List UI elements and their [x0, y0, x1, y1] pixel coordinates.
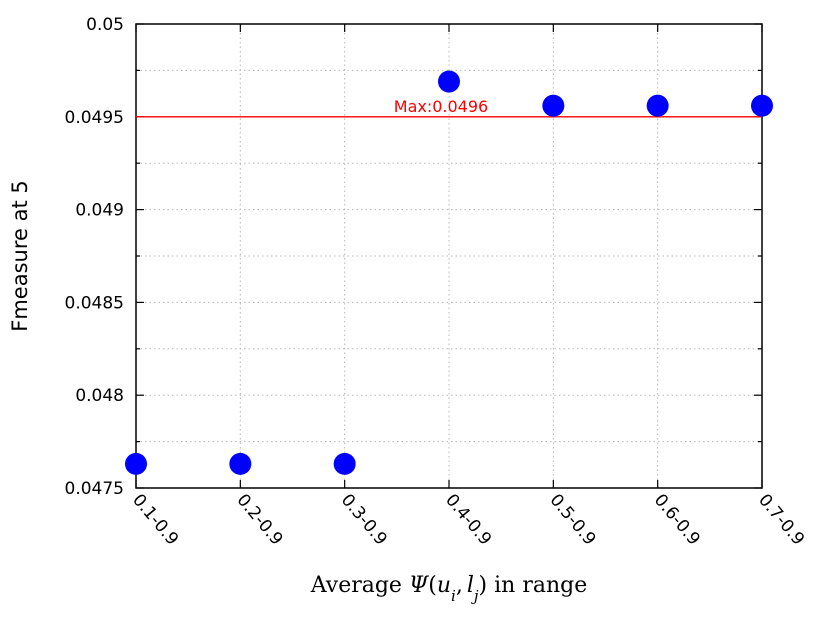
- points-layer: [125, 70, 773, 475]
- y-tick-labels: 0.0475 0.048 0.0485 0.049 0.0495 0.05: [65, 15, 124, 499]
- y-axis-title: Fmeasure at 5: [8, 180, 32, 331]
- data-point: [333, 452, 356, 475]
- data-point: [229, 452, 252, 475]
- data-point: [751, 94, 773, 117]
- x-title-l: l: [467, 573, 474, 598]
- x-title-suffix: in range: [487, 573, 587, 598]
- y-tick-label: 0.0485: [65, 293, 124, 313]
- x-axis-title: Average Ψ(ui, lj) in range: [310, 573, 587, 605]
- x-tick-label: 0.6-0.9: [650, 490, 704, 549]
- x-tick-label: 0.2-0.9: [233, 490, 287, 549]
- x-tick-label: 0.7-0.9: [754, 490, 808, 549]
- data-point: [542, 94, 565, 117]
- x-tick-labels: 0.1-0.9 0.2-0.9 0.3-0.9 0.4-0.9 0.5-0.9 0.6-0…: [128, 490, 808, 549]
- x-title-sub-i: i: [451, 587, 456, 605]
- max-reference-label: Max:0.0496: [394, 97, 488, 116]
- x-title-sub-j: j: [471, 587, 479, 605]
- x-title-comma: ,: [456, 573, 463, 598]
- x-title-open-paren: (: [428, 573, 437, 598]
- grid-layer: [136, 24, 762, 488]
- y-tick-label: 0.048: [75, 386, 124, 406]
- data-point: [646, 94, 669, 117]
- x-tick-label: 0.1-0.9: [128, 490, 182, 549]
- x-title-psi: Ψ: [409, 573, 429, 598]
- y-tick-label: 0.05: [86, 15, 124, 35]
- x-tick-label: 0.5-0.9: [546, 490, 600, 549]
- y-tick-label: 0.0495: [65, 108, 124, 128]
- data-point: [125, 452, 147, 475]
- x-title-u: u: [437, 573, 451, 598]
- x-title-close-paren: ): [479, 573, 488, 598]
- y-tick-label: 0.0475: [65, 479, 124, 499]
- x-tick-label: 0.3-0.9: [337, 490, 391, 549]
- data-point: [438, 70, 460, 93]
- x-title-prefix: Average: [310, 573, 409, 598]
- y-tick-label: 0.049: [75, 201, 124, 221]
- x-tick-label: 0.4-0.9: [441, 490, 495, 549]
